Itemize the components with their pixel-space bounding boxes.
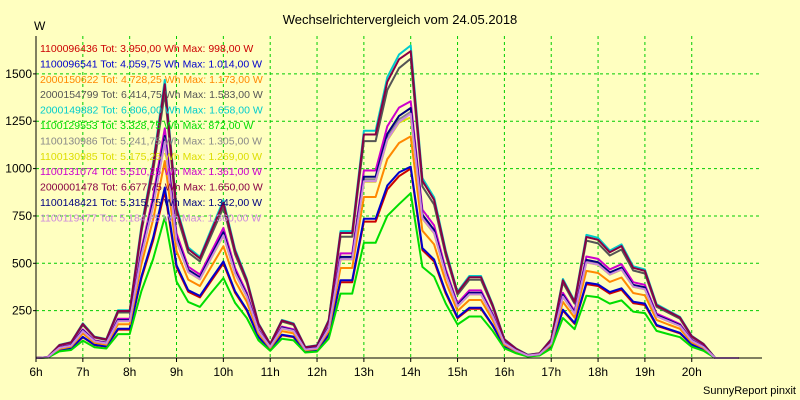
x-tick-label: 12h [307, 365, 327, 379]
x-tick-label: 8h [123, 365, 136, 379]
legend: 1100096436 Tot: 3.950,00 Wh Max: 998,00 … [40, 43, 263, 224]
series-line-1100096541 [35, 165, 739, 359]
x-tick-label: 17h [541, 365, 561, 379]
x-tick-labels: 6h 7h 8h 9h 10h 11h 12h 13h 14h 15h 16h 17h 18h 19h 20… [29, 365, 701, 379]
y-tick-label: 1500 [5, 67, 32, 81]
chart-title: Wechselrichtervergleich vom 24.05.2018 [283, 12, 518, 27]
x-tick-label: 10h [213, 365, 233, 379]
x-tick-label: 18h [588, 365, 608, 379]
x-tick-label: 15h [448, 365, 468, 379]
y-tick-labels: 250 500 750 1000 1250 1500 [5, 67, 32, 318]
legend-entry: 1100148421 Tot: 5.315,75 Wh Max: 1.342,0… [40, 197, 262, 209]
legend-entry: 1100096436 Tot: 3.950,00 Wh Max: 998,00 … [40, 43, 253, 55]
y-tick-label: 1250 [5, 114, 32, 128]
legend-entry: 1100119477 Tot: 5.184,25 Wh Max: 1.360,0… [40, 212, 261, 224]
series-line-2000001478 [35, 50, 739, 359]
legend-entry: 1100131074 Tot: 5.510,25 Wh Max: 1.361,0… [40, 166, 262, 178]
series-line-2000150622 [35, 135, 739, 359]
series-line-2000154799 [35, 57, 739, 359]
axes [33, 36, 762, 362]
legend-entry: 2000154799 Tot: 6.414,75 Wh Max: 1.583,0… [40, 89, 263, 101]
legend-entry: 1100130986 Tot: 5.241,75 Wh Max: 1.305,0… [40, 135, 262, 147]
y-tick-label: 750 [12, 209, 32, 223]
x-tick-label: 19h [635, 365, 655, 379]
y-tick-label: 500 [12, 256, 32, 270]
series-line-1100129553 [35, 192, 739, 359]
x-tick-label: 14h [401, 365, 421, 379]
legend-entry: 2000150622 Tot: 4.728,25 Wh Max: 1.173,0… [40, 74, 263, 86]
legend-entry: 1100129553 Tot: 3.328,75 Wh Max: 872,00 … [40, 120, 253, 132]
x-tick-label: 16h [494, 365, 514, 379]
y-axis-unit: W [34, 19, 46, 33]
y-tick-label: 250 [12, 304, 32, 318]
x-tick-label: 6h [29, 365, 42, 379]
x-tick-label: 20h [682, 365, 702, 379]
x-tick-label: 13h [354, 365, 374, 379]
legend-entry: 2000001478 Tot: 6.677,75 Wh Max: 1.650,0… [40, 182, 263, 194]
y-tick-label: 1000 [5, 162, 32, 176]
x-tick-label: 11h [261, 365, 280, 379]
footer-credit: SunnyReport pinxit [703, 385, 796, 397]
legend-entry: 1100096541 Tot: 4.059,75 Wh Max: 1.014,0… [40, 58, 262, 70]
legend-entry: 2000149882 Tot: 6.806,00 Wh Max: 1.658,0… [40, 105, 263, 117]
x-tick-label: 7h [76, 365, 89, 379]
series-layer [35, 44, 739, 359]
legend-entry: 1100130985 Tot: 5.175,25 Wh Max: 1.269,0… [40, 151, 262, 163]
x-tick-label: 9h [170, 365, 183, 379]
series-line-1100119477 [35, 112, 739, 359]
